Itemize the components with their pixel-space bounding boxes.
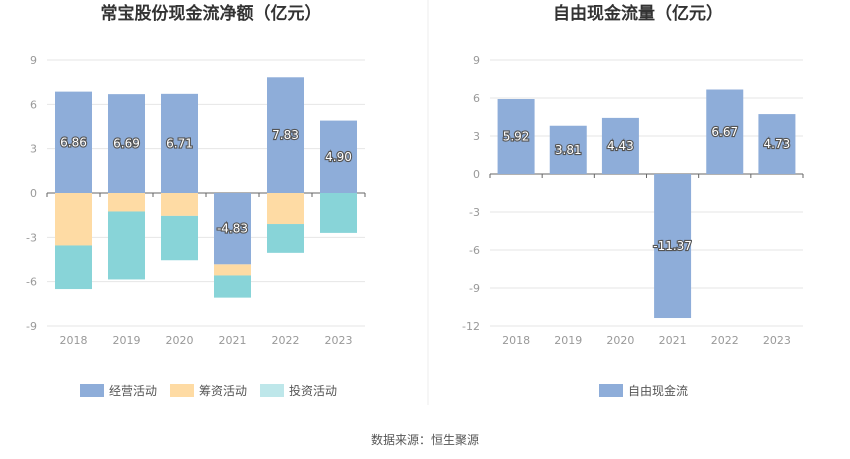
bar-2021-series-0: [654, 174, 692, 319]
data-label: 6.69: [113, 137, 140, 151]
legend-swatch[interactable]: [170, 384, 194, 397]
bar-2020-series-0: [601, 117, 639, 174]
y-tick-label: 9: [473, 54, 480, 67]
data-label: 7.83: [272, 128, 299, 142]
y-tick-label: -12: [462, 320, 480, 333]
bar-2022-series-1: [267, 193, 304, 225]
data-label: 4.43: [607, 139, 634, 153]
bar-2019-series-2: [108, 211, 145, 280]
bar-2022-series-0: [706, 89, 744, 174]
bar-2018-series-2: [55, 245, 92, 290]
x-tick-label: 2019: [113, 334, 141, 347]
y-tick-label: 0: [473, 168, 480, 181]
legend-label[interactable]: 筹资活动: [199, 384, 247, 398]
legend-swatch[interactable]: [80, 384, 104, 397]
bar-2023-series-0: [758, 114, 796, 174]
y-tick-label: -3: [469, 206, 480, 219]
data-label: -11.37: [653, 239, 692, 253]
x-tick-label: 2021: [219, 334, 247, 347]
y-tick-label: -9: [26, 320, 37, 333]
y-tick-label: -3: [26, 231, 37, 244]
data-label: 4.90: [325, 150, 352, 164]
x-tick-label: 2022: [711, 334, 739, 347]
bar-2020-series-0: [161, 93, 198, 193]
y-tick-label: -6: [26, 276, 37, 289]
bar-2023-series-0: [320, 120, 357, 193]
y-tick-label: -6: [469, 244, 480, 257]
y-tick-label: 9: [30, 54, 37, 67]
bar-2023-series-2: [320, 193, 357, 233]
bar-2018-series-0: [497, 99, 535, 174]
y-tick-label: 6: [473, 92, 480, 105]
chart-title: 常宝股份现金流净额（亿元）: [101, 3, 322, 24]
bar-2021-series-2: [214, 275, 251, 298]
y-tick-label: -9: [469, 282, 480, 295]
bar-2021-series-1: [214, 264, 251, 276]
y-tick-label: 3: [473, 130, 480, 143]
y-tick-label: 3: [30, 143, 37, 156]
data-label: 6.71: [166, 136, 193, 150]
data-label: 6.86: [60, 135, 87, 149]
legend-label[interactable]: 投资活动: [289, 383, 337, 398]
x-tick-label: 2018: [502, 334, 530, 347]
bar-2019-series-1: [108, 193, 145, 212]
bar-2018-series-0: [55, 91, 92, 193]
x-tick-label: 2020: [166, 334, 194, 347]
data-source: 数据来源：恒生聚源: [371, 432, 479, 447]
x-tick-label: 2020: [606, 334, 634, 347]
free-cash-flow-chart: 自由现金流量（亿元） 9 6 3 0 -3 -6 -9 -12 2018 2019 2020 2021 2…: [462, 3, 804, 398]
bar-2018-series-1: [55, 193, 92, 246]
bar-2022-series-0: [267, 77, 304, 193]
cash-flow-net-chart: 常宝股份现金流净额（亿元） 9 6 3 0 -3 -6 -9 2018 2019 2020 2021 2…: [26, 3, 366, 398]
legend-swatch[interactable]: [599, 384, 623, 397]
x-tick-label: 2019: [554, 334, 582, 347]
chart-title: 自由现金流量（亿元）: [553, 3, 723, 24]
y-tick-label: 0: [30, 187, 37, 200]
x-tick-label: 2021: [659, 334, 687, 347]
x-tick-label: 2023: [763, 334, 791, 347]
bar-2019-series-0: [549, 125, 587, 174]
data-label: 4.73: [764, 137, 791, 151]
x-tick-label: 2018: [60, 334, 88, 347]
legend-label[interactable]: 自由现金流: [628, 383, 688, 398]
data-label: 6.67: [711, 125, 738, 139]
y-tick-label: 6: [30, 98, 37, 111]
bar-2022-series-2: [267, 224, 304, 253]
data-label: -4.83: [217, 222, 248, 236]
data-label: 3.81: [555, 143, 582, 157]
bar-2020-series-2: [161, 215, 198, 261]
bar-2020-series-1: [161, 193, 198, 216]
x-tick-label: 2023: [325, 334, 353, 347]
legend-label[interactable]: 经营活动: [109, 384, 157, 398]
bar-2021-series-0: [214, 193, 251, 265]
x-tick-label: 2022: [272, 334, 300, 347]
data-label: 5.92: [503, 130, 530, 144]
legend-swatch[interactable]: [260, 384, 284, 397]
bar-2019-series-0: [108, 94, 145, 193]
